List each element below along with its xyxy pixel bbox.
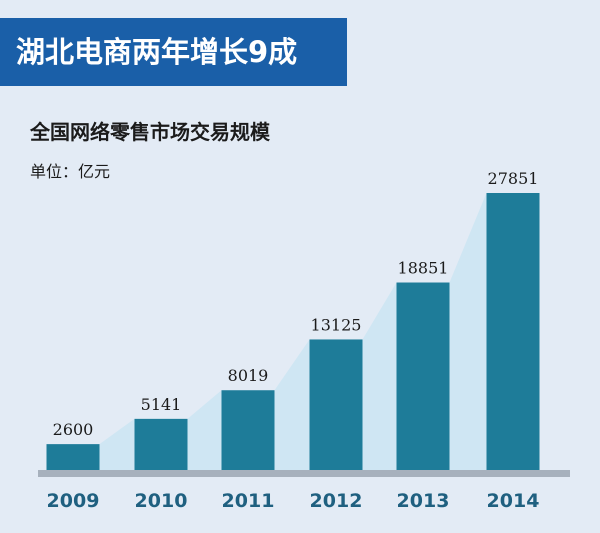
unit-label: 单位：亿元 (30, 162, 111, 181)
banner-title: 湖北电商两年增长9成 (0, 18, 347, 86)
trend-area (46, 193, 540, 470)
tick-labels-layer: 2009 2010 2011 2012 2013 2014 (47, 490, 540, 512)
value-labels-layer: 2600 5141 8019 13125 18851 27851 (53, 169, 539, 439)
value-label-2012: 13125 (311, 315, 362, 334)
bar-2011 (221, 390, 275, 470)
x-tick-label-2014: 2014 (487, 490, 540, 512)
value-label-2010: 5141 (141, 395, 182, 414)
value-label-2014: 27851 (488, 169, 539, 188)
bar-2012 (309, 339, 363, 470)
x-tick-label-2012: 2012 (310, 490, 363, 512)
x-tick-label-2010: 2010 (135, 490, 188, 512)
value-label-2011: 8019 (228, 366, 269, 385)
value-label-2009: 2600 (53, 420, 94, 439)
value-label-2013: 18851 (398, 259, 449, 278)
trend-area-layer (46, 193, 540, 470)
bar-2014 (486, 193, 540, 470)
axis-layer (38, 470, 570, 477)
bar-2013 (396, 282, 450, 470)
x-axis-line (38, 470, 570, 477)
x-tick-label-2009: 2009 (47, 490, 100, 512)
x-tick-label-2011: 2011 (222, 490, 275, 512)
bars-layer (46, 193, 540, 470)
chart-title: 全国网络零售市场交易规模 (30, 120, 270, 144)
x-tick-label-2013: 2013 (397, 490, 450, 512)
bar-2009 (46, 444, 100, 470)
bar-2010 (134, 418, 188, 470)
